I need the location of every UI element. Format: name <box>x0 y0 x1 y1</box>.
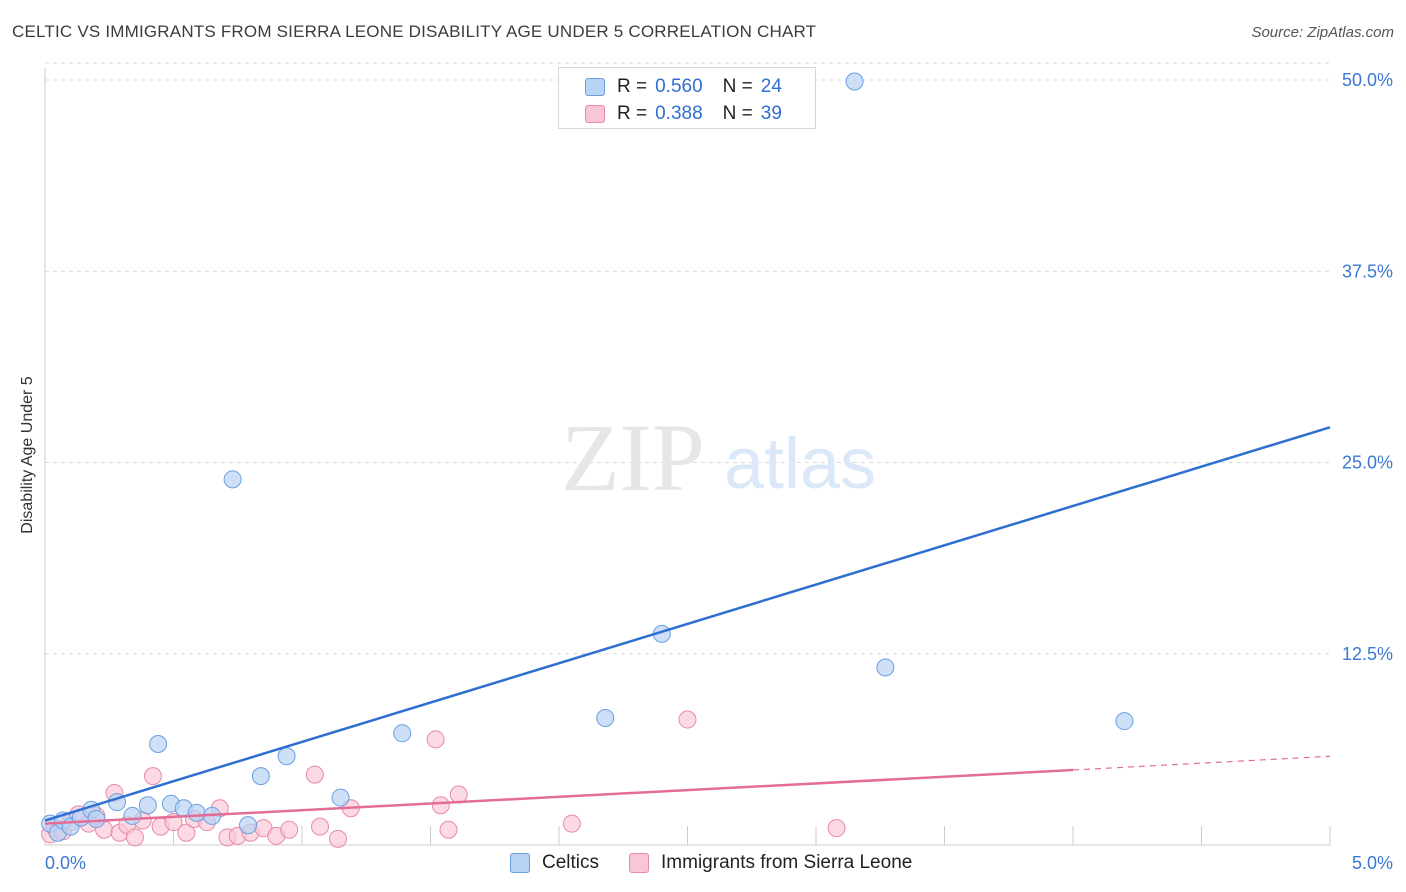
celtics-point <box>251 767 270 786</box>
sierra-leone-point <box>143 767 162 786</box>
sierra-leone-point <box>125 828 144 847</box>
sierra-leone-point <box>177 823 196 842</box>
celtics-point <box>239 816 258 835</box>
correlation-legend: R = 0.560 N = 24 R = 0.388 N = 39 <box>558 67 816 129</box>
sierra-leone-point <box>449 785 468 804</box>
celtics-point <box>138 796 157 815</box>
n-label: N = <box>722 103 753 124</box>
watermark: ZIP atlas <box>561 404 876 511</box>
sierra-leone-point <box>678 710 697 729</box>
axes <box>44 68 1331 846</box>
celtics-swatch <box>510 853 530 873</box>
celtics-point <box>596 709 615 728</box>
grid-lines <box>45 62 1330 655</box>
sierra-leone-point <box>426 730 445 749</box>
celtics-point <box>277 747 296 766</box>
sierra-leone-point <box>562 814 581 833</box>
legend-item-sierra-leone[interactable]: Immigrants from Sierra Leone <box>629 852 912 874</box>
chart-title: CELTIC VS IMMIGRANTS FROM SIERRA LEONE D… <box>12 22 817 41</box>
sierra-leone-point <box>439 820 458 839</box>
sierra-leone-points <box>41 710 846 848</box>
x-tick-label: 0.0% <box>45 853 86 873</box>
source-label: Source: ZipAtlas.com <box>1251 24 1394 41</box>
legend-label: Celtics <box>542 852 600 873</box>
series-legend: Celtics Immigrants from Sierra Leone <box>510 852 942 874</box>
celtics-point <box>149 735 168 754</box>
sierra-leone-trend-extension <box>1072 755 1331 771</box>
sierra-leone-swatch <box>629 853 650 873</box>
sierra-leone-point <box>310 817 329 836</box>
r-value: 0.560 <box>655 76 703 97</box>
celtics-point <box>331 788 350 807</box>
watermark-zip: ZIP <box>561 404 705 511</box>
celtics-trend-line <box>44 426 1331 822</box>
r-label: R = <box>617 76 648 97</box>
celtics-point <box>187 803 206 822</box>
legend-item-celtics[interactable]: Celtics <box>510 852 599 874</box>
r-value: 0.388 <box>655 103 703 124</box>
celtics-point <box>223 470 242 489</box>
sierra-leone-point <box>827 819 846 838</box>
sierra-leone-trend-line <box>44 768 1074 825</box>
sierra-leone-point <box>431 796 450 815</box>
celtics-point <box>1115 712 1134 731</box>
y-tick-label: 50.0% <box>1342 70 1393 90</box>
sierra-leone-point <box>328 829 347 848</box>
celtics-point <box>123 806 142 825</box>
y-tick-label: 25.0% <box>1342 453 1393 473</box>
y-tick-label: 37.5% <box>1342 261 1393 281</box>
sierra-leone-point <box>305 765 324 784</box>
tick-labels: 12.5% 25.0% 37.5% 50.0% 0.0% 5.0% <box>45 70 1393 873</box>
y-tick-label: 12.5% <box>1342 644 1393 664</box>
celtics-point <box>87 809 106 828</box>
watermark-atlas: atlas <box>724 424 876 504</box>
n-value: 24 <box>760 76 782 97</box>
trend-lines <box>44 426 1331 825</box>
x-tick-label: 5.0% <box>1352 853 1393 873</box>
sierra-leone-point <box>280 820 299 839</box>
celtics-swatch <box>585 78 605 96</box>
r-label: R = <box>617 103 648 124</box>
legend-row-celtics: R = 0.560 N = 24 <box>585 75 782 99</box>
n-value: 39 <box>760 103 782 124</box>
sierra-leone-swatch <box>585 105 605 123</box>
celtics-point <box>876 658 895 677</box>
celtics-point <box>845 72 864 91</box>
legend-row-sierra-leone: R = 0.388 N = 39 <box>585 102 782 126</box>
n-label: N = <box>722 76 753 97</box>
legend-label: Immigrants from Sierra Leone <box>661 852 913 873</box>
celtics-point <box>393 724 412 743</box>
